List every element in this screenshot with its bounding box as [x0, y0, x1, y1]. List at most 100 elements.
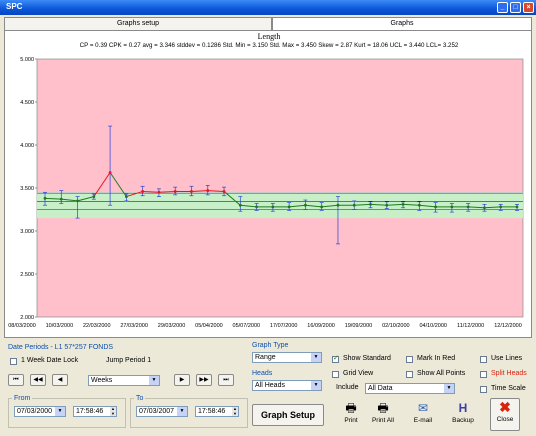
to-time-value: 17:58:46	[198, 408, 226, 415]
jump-first-button[interactable]: ⏮	[8, 374, 24, 386]
x-tick-label: 10/03/2000	[46, 323, 74, 329]
email-button[interactable]: ✉ E-mail	[408, 400, 438, 430]
jump-back-button[interactable]: ◀◀	[30, 374, 46, 386]
from-date-input[interactable]: 07/03/2000 ▼	[14, 406, 66, 417]
mark-in-red-checkbox[interactable]	[406, 356, 413, 363]
graph-type-label: Graph Type	[252, 342, 289, 349]
heads-select[interactable]: All Heads ▼	[252, 380, 322, 391]
chevron-down-icon: ▼	[311, 381, 321, 390]
from-time-spinner[interactable]: ▲ ▼	[110, 406, 116, 416]
week-date-lock-label: 1 Week Date Lock	[21, 357, 79, 364]
from-time-input[interactable]: 17:58:46 ▲ ▼	[73, 406, 117, 417]
series-segment	[109, 172, 127, 197]
data-point	[385, 203, 389, 207]
jump-last-button[interactable]: ⏭	[218, 374, 234, 386]
chevron-down-icon: ▼	[311, 353, 321, 362]
window-titlebar: SPC _ □ ×	[0, 0, 536, 15]
series-segment	[93, 172, 111, 197]
jump-period-label: Jump Period 1	[106, 357, 152, 364]
close-label: Close	[496, 416, 514, 423]
tab-graphs[interactable]: Graphs	[272, 17, 532, 30]
series-segment	[484, 206, 501, 209]
data-point	[369, 202, 372, 206]
backup-button[interactable]: H Backup	[448, 400, 478, 430]
split-heads-checkbox[interactable]	[480, 371, 487, 378]
series-segment	[207, 190, 225, 192]
split-heads-label: Split Heads	[491, 370, 527, 377]
close-window-button[interactable]: ×	[523, 2, 534, 13]
week-date-lock-checkbox[interactable]	[10, 358, 17, 365]
period-select[interactable]: Weeks ▼	[88, 375, 160, 386]
step-forward-button[interactable]: ▶	[174, 374, 190, 386]
minimize-button[interactable]: _	[497, 2, 508, 13]
data-point	[271, 205, 275, 209]
x-tick-label: 29/03/2000	[158, 323, 186, 329]
y-tick-label: 2.000	[20, 315, 34, 321]
step-back-button[interactable]: ◀	[52, 374, 68, 386]
backup-icon: H	[458, 401, 468, 415]
chart-panel: Length CP = 0.39 CPK = 0.27 avg = 3.346 …	[4, 30, 532, 338]
use-lines-label: Use Lines	[491, 355, 523, 362]
series-segment	[321, 204, 339, 208]
data-point	[206, 189, 210, 192]
x-tick-label: 11/12/2000	[457, 323, 484, 329]
envelope-icon: ✉	[417, 401, 429, 415]
data-point	[43, 196, 47, 200]
data-point	[108, 171, 112, 174]
use-lines-checkbox[interactable]	[480, 356, 487, 363]
window-title: SPC	[6, 2, 23, 11]
period-select-value: Weeks	[91, 377, 113, 384]
show-all-points-label: Show All Points	[417, 370, 466, 377]
from-date-dropdown[interactable]: ▼	[55, 407, 65, 416]
printer-stack-icon: 🖶	[377, 401, 389, 415]
series-segment	[468, 206, 485, 209]
x-tick-label: 27/03/2000	[120, 323, 148, 329]
x-tick-label: 22/03/2000	[83, 323, 111, 329]
data-point	[92, 195, 96, 199]
show-all-points-checkbox[interactable]	[406, 371, 413, 378]
series-segment	[61, 198, 78, 202]
email-label: E-mail	[413, 417, 433, 424]
chevron-down-icon: ▼	[55, 407, 65, 416]
time-scale-checkbox[interactable]	[480, 386, 487, 393]
maximize-button[interactable]: □	[510, 2, 521, 13]
data-point	[401, 202, 405, 206]
to-label: To	[134, 395, 146, 402]
include-select[interactable]: All Data ▼	[365, 383, 455, 394]
to-date-dropdown[interactable]: ▼	[177, 407, 187, 416]
heads-value: All Heads	[255, 382, 285, 389]
to-time-spinner[interactable]: ▲ ▼	[232, 406, 238, 416]
print-button[interactable]: 🖶 Print	[336, 400, 366, 430]
to-time-input[interactable]: 17:58:46 ▲ ▼	[195, 406, 239, 417]
jump-forward-button[interactable]: ▶▶	[196, 374, 212, 386]
data-point	[450, 205, 454, 209]
to-group	[130, 398, 248, 428]
printer-icon: 🖶	[345, 401, 357, 415]
data-point	[76, 199, 79, 203]
series-segment	[289, 204, 306, 208]
series-segment	[386, 203, 404, 206]
data-point	[173, 190, 177, 193]
y-tick-label: 5.000	[20, 57, 34, 63]
y-tick-label: 3.500	[20, 186, 34, 192]
series-segment	[419, 204, 436, 208]
data-point	[304, 203, 307, 207]
backup-label: Backup	[452, 417, 474, 424]
series-segment	[191, 190, 208, 192]
series-segment	[44, 197, 62, 200]
graph-type-select[interactable]: Range ▼	[252, 352, 322, 363]
from-time-value: 17:58:46	[76, 408, 104, 415]
to-date-value: 07/03/2007	[139, 408, 175, 415]
series-segment	[126, 190, 143, 198]
print-all-button[interactable]: 🖶 Print All	[368, 400, 398, 430]
close-button[interactable]: ✖ Close	[490, 398, 520, 431]
x-tick-label: 08/03/2000	[8, 323, 36, 329]
show-standard-checkbox[interactable]	[332, 354, 339, 363]
spc-chart: 5.000 4.500 4.000 3.500 3.000 2.500 2.000 08/03…	[8, 57, 524, 329]
tab-graphs-setup[interactable]: Graphs setup	[4, 17, 272, 30]
grid-view-checkbox[interactable]	[332, 371, 339, 378]
date-periods-heading: Date Periods - L1 57*257 FONDS	[8, 344, 114, 351]
graph-setup-button[interactable]: Graph Setup	[252, 404, 324, 426]
data-point	[157, 190, 161, 194]
to-date-input[interactable]: 07/03/2007 ▼	[136, 406, 188, 417]
